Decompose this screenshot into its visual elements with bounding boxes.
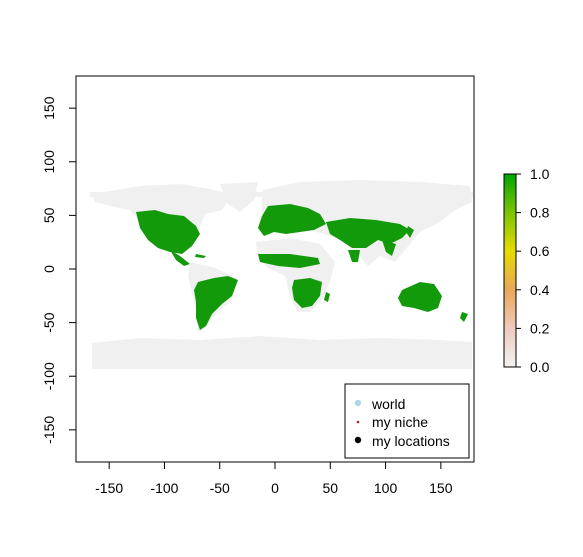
x-tick-label: -50 bbox=[210, 480, 230, 496]
x-tick-label: -100 bbox=[150, 480, 178, 496]
niche-india bbox=[348, 250, 360, 262]
niche-japan bbox=[406, 226, 414, 238]
x-axis: -150 -100 -50 0 50 100 150 bbox=[95, 461, 453, 496]
niche-caribbean bbox=[195, 254, 206, 258]
world-greenland bbox=[220, 182, 258, 212]
niche-east-asia bbox=[382, 240, 396, 256]
y-tick-label: -100 bbox=[41, 362, 57, 390]
legend-marker-world bbox=[354, 399, 362, 407]
world-layer bbox=[90, 180, 473, 369]
niche-europe bbox=[258, 204, 326, 236]
colorbar bbox=[503, 173, 517, 368]
colorbar-ticks: 0.0 0.2 0.4 0.6 0.8 1.0 bbox=[516, 166, 550, 375]
colorbar-tick-label: 1.0 bbox=[530, 166, 550, 182]
y-axis: -150 -100 -50 0 50 100 150 bbox=[41, 96, 77, 444]
colorbar-tick-label: 0.8 bbox=[530, 205, 550, 221]
y-tick-label: -150 bbox=[41, 416, 57, 444]
niche-southern-africa bbox=[292, 278, 322, 308]
niche-australia bbox=[398, 282, 442, 312]
colorbar-tick-label: 0.4 bbox=[530, 282, 550, 298]
niche-asia bbox=[326, 218, 410, 248]
niche-sahel bbox=[258, 254, 320, 268]
niche-madagascar bbox=[324, 292, 330, 302]
legend-marker-my-locations bbox=[354, 436, 362, 444]
world-antarctica bbox=[92, 343, 472, 369]
niche-north-america bbox=[136, 210, 200, 254]
x-tick-label: 150 bbox=[429, 480, 453, 496]
y-tick-label: 0 bbox=[41, 265, 57, 273]
y-tick-label: 50 bbox=[41, 207, 57, 223]
x-tick-label: 0 bbox=[271, 480, 279, 496]
legend-label-my-locations: my locations bbox=[372, 433, 450, 449]
legend: world my niche my locations bbox=[344, 383, 470, 459]
legend-marker-my-niche bbox=[356, 420, 360, 424]
x-tick-label: 50 bbox=[322, 480, 338, 496]
y-tick-label: 150 bbox=[41, 96, 57, 120]
niche-layer bbox=[136, 204, 468, 330]
y-tick-label: -50 bbox=[41, 312, 57, 332]
niche-mexico bbox=[170, 250, 190, 266]
colorbar-tick-label: 0.2 bbox=[530, 320, 550, 336]
legend-label-world: world bbox=[371, 396, 405, 412]
x-tick-label: -150 bbox=[95, 480, 123, 496]
colorbar-tick-label: 0.0 bbox=[530, 359, 550, 375]
x-tick-label: 100 bbox=[374, 480, 398, 496]
y-tick-label: 100 bbox=[41, 150, 57, 174]
legend-box bbox=[344, 383, 470, 459]
niche-new-zealand bbox=[460, 312, 468, 322]
legend-label-my-niche: my niche bbox=[372, 414, 428, 430]
niche-south-america bbox=[194, 276, 238, 330]
world-antarctica-edge bbox=[92, 336, 472, 346]
colorbar-tick-label: 0.6 bbox=[530, 243, 550, 259]
